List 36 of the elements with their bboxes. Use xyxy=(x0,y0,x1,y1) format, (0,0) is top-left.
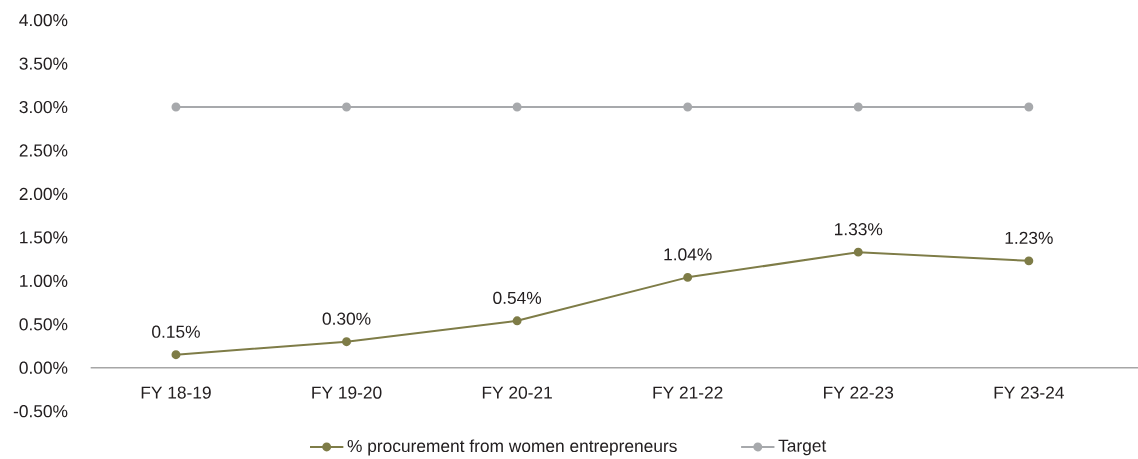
data-label: 1.04% xyxy=(664,248,712,261)
point xyxy=(853,247,863,257)
legend-label: % procurement from women entrepreneurs xyxy=(347,439,677,456)
data-label: 1.23% xyxy=(1005,231,1053,245)
point xyxy=(853,102,863,112)
y-tick-label: 0.00% xyxy=(19,361,68,374)
data-label: 0.30% xyxy=(322,312,371,325)
y-tick-label: 1.50% xyxy=(20,231,68,244)
point xyxy=(683,102,693,112)
y-tick-label: 3.50% xyxy=(19,57,68,70)
y-tick-label: 2.50% xyxy=(19,144,68,157)
y-tick-label: 2.00% xyxy=(19,187,68,201)
y-tick-label: 1.00% xyxy=(20,274,68,287)
point xyxy=(1024,102,1034,112)
x-tick-label: FY 23-24 xyxy=(994,386,1064,399)
y-tick-label: 0.50% xyxy=(19,318,68,331)
y-tick-label: 3.00% xyxy=(19,100,68,114)
x-tick-label: FY 20-21 xyxy=(482,386,552,399)
x-tick-label: FY 22-23 xyxy=(824,386,894,399)
point xyxy=(512,102,522,112)
point xyxy=(512,316,522,326)
point xyxy=(171,102,181,112)
y-tick-label: -0.50% xyxy=(13,405,68,418)
x-tick-label: FY 19-20 xyxy=(312,386,382,399)
point xyxy=(1024,256,1034,266)
legend-label: Target xyxy=(778,439,827,456)
point xyxy=(342,337,352,347)
data-label: 1.33% xyxy=(835,223,883,236)
x-tick-label: FY 18-19 xyxy=(141,386,211,399)
point xyxy=(342,102,352,112)
point xyxy=(171,350,181,360)
data-label: 0.54% xyxy=(493,291,542,304)
point xyxy=(683,272,693,282)
y-tick-label: 4.00% xyxy=(19,13,68,27)
data-label: 0.15% xyxy=(152,325,200,338)
x-tick-label: FY 21-22 xyxy=(653,386,723,399)
